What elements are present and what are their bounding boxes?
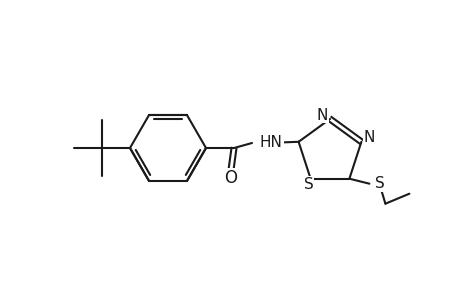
Text: S: S bbox=[375, 176, 384, 191]
Text: N: N bbox=[316, 107, 327, 122]
Text: HN: HN bbox=[259, 134, 282, 149]
Text: S: S bbox=[303, 177, 313, 192]
Text: N: N bbox=[363, 130, 374, 145]
Text: O: O bbox=[224, 169, 237, 187]
